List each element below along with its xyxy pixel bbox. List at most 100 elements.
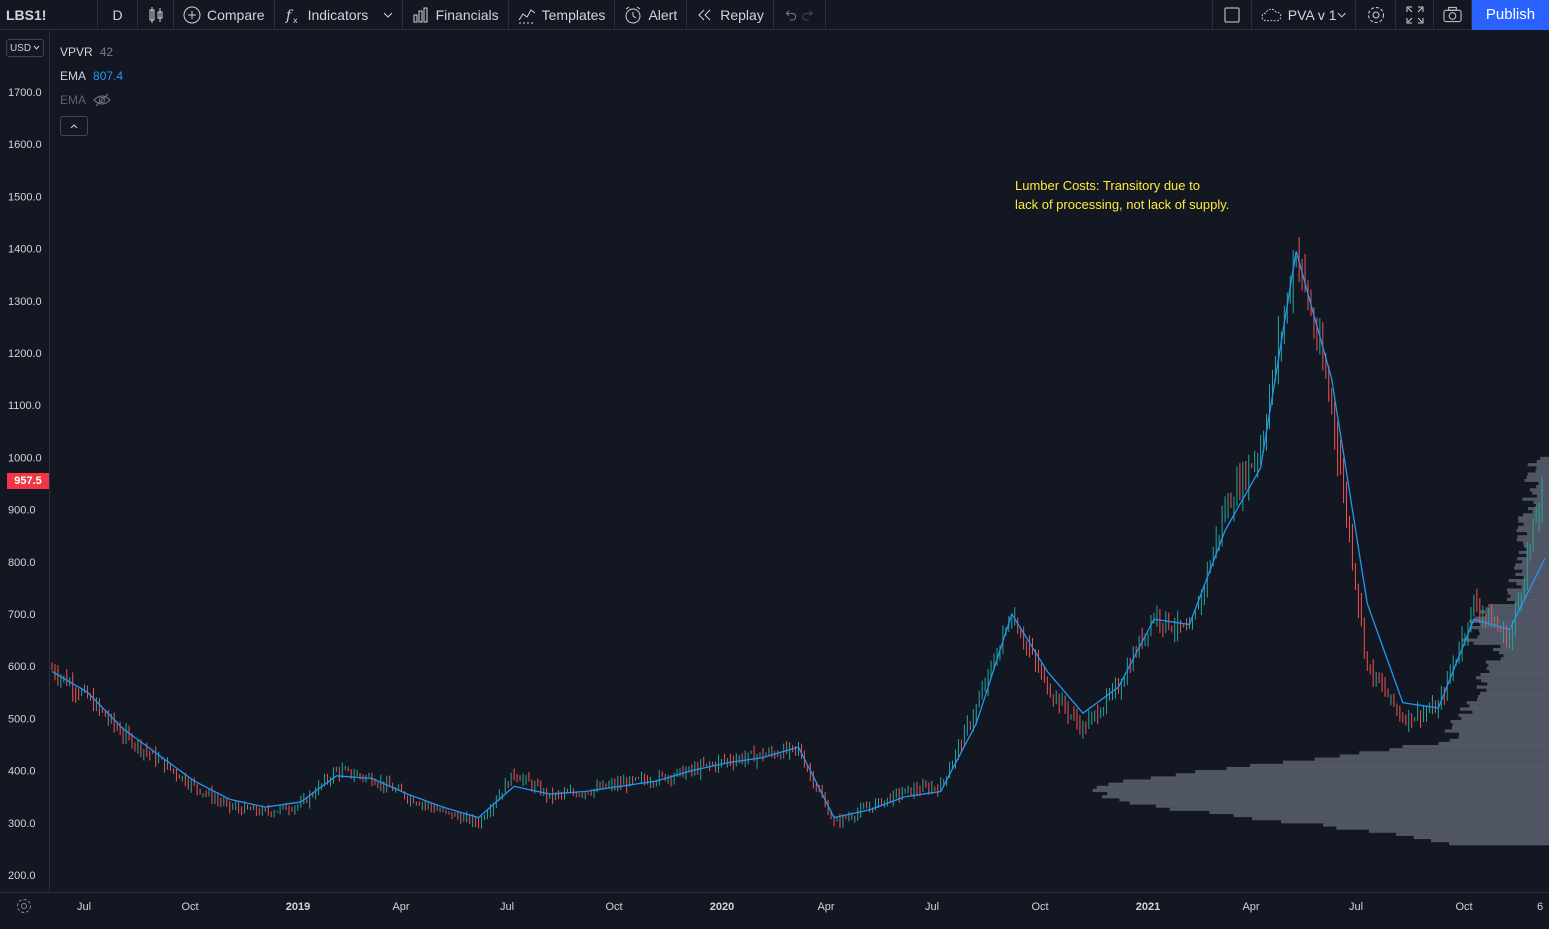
x-tick-label: 2020 (710, 901, 734, 913)
financials-button[interactable]: Financials (403, 0, 509, 30)
snapshot-button[interactable] (1434, 0, 1472, 30)
legend-ema-2[interactable]: EMA (60, 88, 123, 112)
volume-profile-bar (1527, 532, 1549, 536)
volume-profile-bar (1481, 679, 1549, 683)
volume-profile-bar (1507, 591, 1549, 595)
x-tick-label: Apr (817, 901, 834, 913)
volume-profile-bar (1461, 716, 1549, 721)
axis-settings-button[interactable] (15, 897, 33, 920)
volume-profile-bar (1092, 788, 1549, 793)
candles (51, 237, 1543, 829)
volume-profile-bar (1336, 826, 1549, 830)
volume-profile-bar (1506, 597, 1549, 602)
redo-icon[interactable] (802, 7, 816, 23)
volume-profile-bar (1515, 563, 1549, 567)
volume-profile-bar (1458, 732, 1549, 736)
volume-profile (1092, 456, 1549, 846)
volume-profile-bar (1525, 575, 1549, 580)
price-chart[interactable] (0, 31, 1549, 892)
volume-profile-bar (1535, 469, 1549, 473)
volume-profile-bar (1536, 485, 1549, 489)
undo-icon[interactable] (783, 7, 797, 23)
compare-label: Compare (207, 6, 265, 23)
interval-button[interactable]: D (98, 0, 138, 30)
volume-profile-bar (1450, 719, 1549, 724)
volume-profile-bar (1250, 763, 1549, 768)
volume-profile-bar (1503, 654, 1549, 658)
volume-profile-bar (1514, 566, 1549, 570)
x-tick-label: Jul (1349, 901, 1363, 913)
volume-profile-bar (1469, 619, 1549, 623)
layout-select-button[interactable] (1212, 0, 1252, 30)
y-tick-label: 500.0 (8, 713, 36, 725)
volume-profile-bar (1536, 494, 1549, 498)
x-tick-label: Oct (1455, 901, 1472, 913)
volume-profile-bar (1480, 672, 1549, 677)
volume-profile-bar (1487, 682, 1549, 686)
volume-profile-bar (1479, 632, 1549, 636)
alert-label: Alert (648, 6, 678, 23)
x-tick-label: Oct (1031, 901, 1048, 913)
volume-profile-bar (1508, 579, 1549, 583)
volume-profile-bar (1500, 644, 1549, 648)
templates-label: Templates (541, 6, 606, 23)
volume-profile-bar (1474, 616, 1549, 620)
chart-type-button[interactable] (138, 0, 174, 30)
volume-profile-bar (1479, 610, 1549, 614)
annotation-line-1: Lumber Costs: Transitory due to (1015, 178, 1200, 193)
fullscreen-icon (1406, 6, 1423, 23)
volume-profile-bar (1527, 506, 1549, 511)
volume-profile-bar (1460, 707, 1549, 711)
volume-profile-bar (1209, 810, 1549, 814)
volume-profile-bar (1536, 460, 1549, 464)
volume-profile-bar (1486, 688, 1549, 692)
publish-button[interactable]: Publish (1472, 0, 1549, 30)
currency-selector[interactable]: USD (6, 39, 44, 57)
time-axis[interactable]: Jul Oct 2019 Apr Jul Oct 2020 Apr Jul Oct 2021 Apr J… (0, 892, 1549, 923)
volume-profile-bar (1452, 723, 1549, 727)
replay-button[interactable]: Replay (687, 0, 774, 30)
volume-profile-bar (1523, 544, 1549, 548)
volume-profile-bar (1524, 478, 1549, 483)
y-tick-label: 1400.0 (8, 244, 42, 256)
x-tick-label: Apr (392, 901, 409, 913)
volume-profile-bar (1480, 691, 1549, 695)
volume-profile-bar (1314, 757, 1549, 761)
volume-profile-bar (1155, 804, 1549, 808)
x-tick-label: 2021 (1136, 901, 1160, 913)
volume-profile-bar (1281, 820, 1549, 824)
legend-collapse-button[interactable] (60, 116, 88, 136)
price-axis[interactable]: 200.0 300.0 400.0 500.0 600.0 700.0 800.0 900.0… (0, 31, 50, 892)
eye-hidden-icon[interactable] (93, 93, 111, 107)
y-tick-label: 1000.0 (8, 452, 42, 464)
svg-text:f: f (285, 8, 294, 24)
x-tick-label: Apr (1242, 901, 1259, 913)
volume-profile-bar (1536, 466, 1549, 470)
volume-profile-bar (1522, 541, 1549, 545)
volume-profile-bar (1507, 588, 1549, 592)
volume-profile-bar (1478, 629, 1549, 633)
symbol-search[interactable]: LBS1! (0, 0, 98, 30)
legend-ema-1[interactable]: EMA 807.4 (60, 64, 123, 88)
compare-button[interactable]: Compare (174, 0, 275, 30)
volume-profile-bar (1413, 835, 1549, 840)
volume-profile-bar (1500, 657, 1549, 661)
templates-button[interactable]: Templates (509, 0, 616, 30)
volume-profile-bar (1107, 792, 1549, 796)
volume-profile-bar (1485, 607, 1549, 611)
settings-button[interactable] (1356, 0, 1396, 30)
layout-name-button[interactable]: PVA v 1 (1252, 0, 1356, 30)
fullscreen-button[interactable] (1396, 0, 1434, 30)
alert-button[interactable]: Alert (615, 0, 688, 30)
y-tick-label: 1700.0 (8, 87, 42, 99)
financials-label: Financials (435, 6, 499, 23)
legend-vpvr[interactable]: VPVR 42 (60, 40, 123, 64)
x-tick-label: Jul (500, 901, 514, 913)
volume-profile-bar (1195, 770, 1549, 774)
volume-profile-bar (1526, 553, 1549, 558)
chart-annotation[interactable]: Lumber Costs: Transitory due to lack of … (1015, 176, 1229, 214)
volume-profile-bar (1485, 660, 1549, 664)
volume-profile-bar (1522, 569, 1549, 573)
volume-profile-bar (1108, 782, 1549, 786)
